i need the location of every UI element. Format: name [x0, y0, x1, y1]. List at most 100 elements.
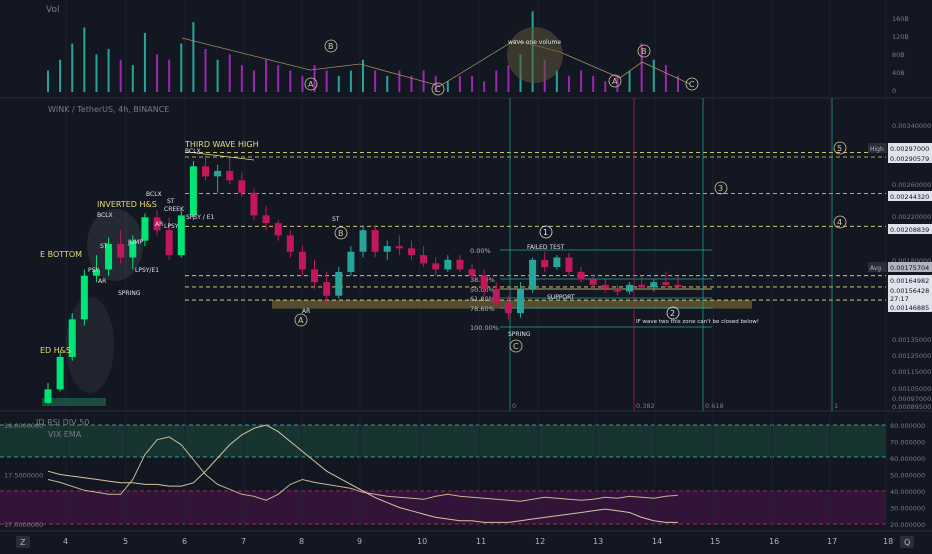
wave-circle-label: 3 — [718, 184, 723, 193]
price-badge-text: 0.00244320 — [890, 193, 929, 201]
candle-body[interactable] — [117, 243, 125, 258]
indicator-title-2: JD RSI DIV 50 — [35, 418, 89, 427]
wave-circle — [685, 77, 699, 91]
candle-body[interactable] — [456, 259, 464, 270]
candle-body[interactable] — [589, 279, 597, 285]
candle-body[interactable] — [286, 235, 294, 252]
scale-layer: 4567891011121314151617180.003400000.0030… — [63, 122, 932, 546]
time-fib-label: 0 — [512, 402, 516, 410]
inverted-hs-label: INVERTED H&S — [97, 200, 157, 209]
candle-body[interactable] — [553, 257, 561, 267]
candle-body[interactable] — [226, 170, 234, 181]
candle-body[interactable] — [202, 166, 209, 177]
candle-body[interactable] — [662, 282, 670, 285]
candle-body[interactable] — [395, 246, 403, 249]
candle-body[interactable] — [141, 217, 149, 241]
candle-body[interactable] — [541, 259, 549, 267]
st-label-2: ST — [100, 243, 108, 250]
wave-circle-label: 1 — [543, 228, 548, 237]
candle-body[interactable] — [504, 302, 512, 314]
time-tick-label: 4 — [63, 537, 68, 546]
time-axis-settings-button[interactable] — [900, 536, 914, 548]
volume-scale-label: 120B — [892, 33, 909, 41]
price-badge — [888, 191, 932, 201]
inverted-hs-highlight — [87, 209, 143, 281]
time-tick-label: 18 — [883, 537, 893, 546]
candle-body[interactable] — [577, 271, 585, 280]
candle-body[interactable] — [311, 269, 319, 283]
price-scale-tick: 0.00135000 — [892, 336, 931, 344]
candle-body[interactable] — [250, 192, 258, 216]
price-badge — [888, 302, 932, 312]
candle-body[interactable] — [56, 356, 64, 390]
candle-layer[interactable] — [44, 152, 682, 404]
candle-body[interactable] — [298, 251, 306, 270]
wave-circle — [334, 226, 348, 240]
candle-body[interactable] — [468, 269, 476, 276]
candle-body[interactable] — [129, 240, 137, 258]
overbought-zone — [0, 425, 886, 457]
candle-body[interactable] — [165, 230, 173, 256]
price-badge-tag-text: Avg — [870, 265, 881, 272]
wave-circle — [666, 306, 680, 320]
candle-body[interactable] — [359, 230, 367, 252]
price-badge — [888, 143, 932, 153]
fib-level-label: 78.60% — [470, 305, 495, 313]
price-badge-tag-text: High — [870, 146, 884, 153]
candle-body[interactable] — [601, 284, 609, 289]
price-scale-tick: 0.00115000 — [892, 368, 931, 376]
candle-body[interactable] — [529, 259, 537, 289]
candle-body[interactable] — [383, 246, 391, 252]
candle-body[interactable] — [335, 271, 343, 296]
candle-body[interactable] — [565, 257, 573, 272]
candle-body[interactable] — [492, 288, 500, 303]
candle-body[interactable] — [214, 170, 222, 177]
candle-body[interactable] — [238, 180, 246, 193]
candle-body[interactable] — [674, 284, 682, 287]
candle-body[interactable] — [274, 223, 282, 236]
candle-body[interactable] — [153, 217, 161, 231]
ar-label-3: AR — [302, 308, 310, 315]
candle-body[interactable] — [444, 259, 452, 270]
wave-circle — [294, 313, 308, 327]
candle-body[interactable] — [420, 255, 428, 264]
candle-body[interactable] — [262, 215, 270, 224]
candle-body[interactable] — [517, 288, 524, 314]
wave-one-volume-highlight — [507, 27, 563, 83]
wave-circle-label: C — [513, 342, 519, 351]
candle-body[interactable] — [407, 248, 415, 256]
candle-body[interactable] — [44, 389, 52, 403]
candle-body[interactable] — [613, 288, 621, 292]
candle-body[interactable] — [323, 282, 331, 296]
price-badge-text: 0.00290579 — [890, 155, 929, 163]
support-label: SUPPORT — [547, 294, 575, 301]
wave-circle — [833, 215, 847, 229]
bottom-highlight — [66, 297, 114, 393]
wave-circle-label: A — [308, 80, 314, 89]
candle-body[interactable] — [177, 215, 185, 256]
candle-body[interactable] — [80, 275, 88, 320]
candle-body[interactable] — [68, 319, 76, 357]
candle-body[interactable] — [638, 284, 646, 288]
candle-body[interactable] — [105, 243, 113, 270]
fib-level-label: 100.00% — [470, 324, 499, 332]
candle-body[interactable] — [371, 230, 379, 252]
candle-body[interactable] — [189, 166, 197, 216]
volume-label: Vol — [46, 5, 59, 15]
candle-body[interactable] — [92, 269, 100, 276]
candle-body[interactable] — [480, 275, 488, 289]
price-badge-text: 0.00156428 — [890, 287, 929, 295]
indicator-right-tick: 40.000000 — [890, 488, 925, 496]
time-axis-left-button[interactable] — [16, 536, 30, 548]
candle-body[interactable] — [626, 284, 634, 292]
price-scale-tick: 0.00125000 — [892, 352, 931, 360]
price-badge-text: 27:17 — [890, 295, 909, 303]
candle-body[interactable] — [347, 251, 355, 272]
wave-circle-label: B — [328, 42, 334, 51]
price-badge — [888, 293, 932, 303]
candle-body[interactable] — [432, 263, 440, 270]
candle-body[interactable] — [650, 282, 658, 288]
time-fib-label: 0.382 — [636, 402, 655, 410]
